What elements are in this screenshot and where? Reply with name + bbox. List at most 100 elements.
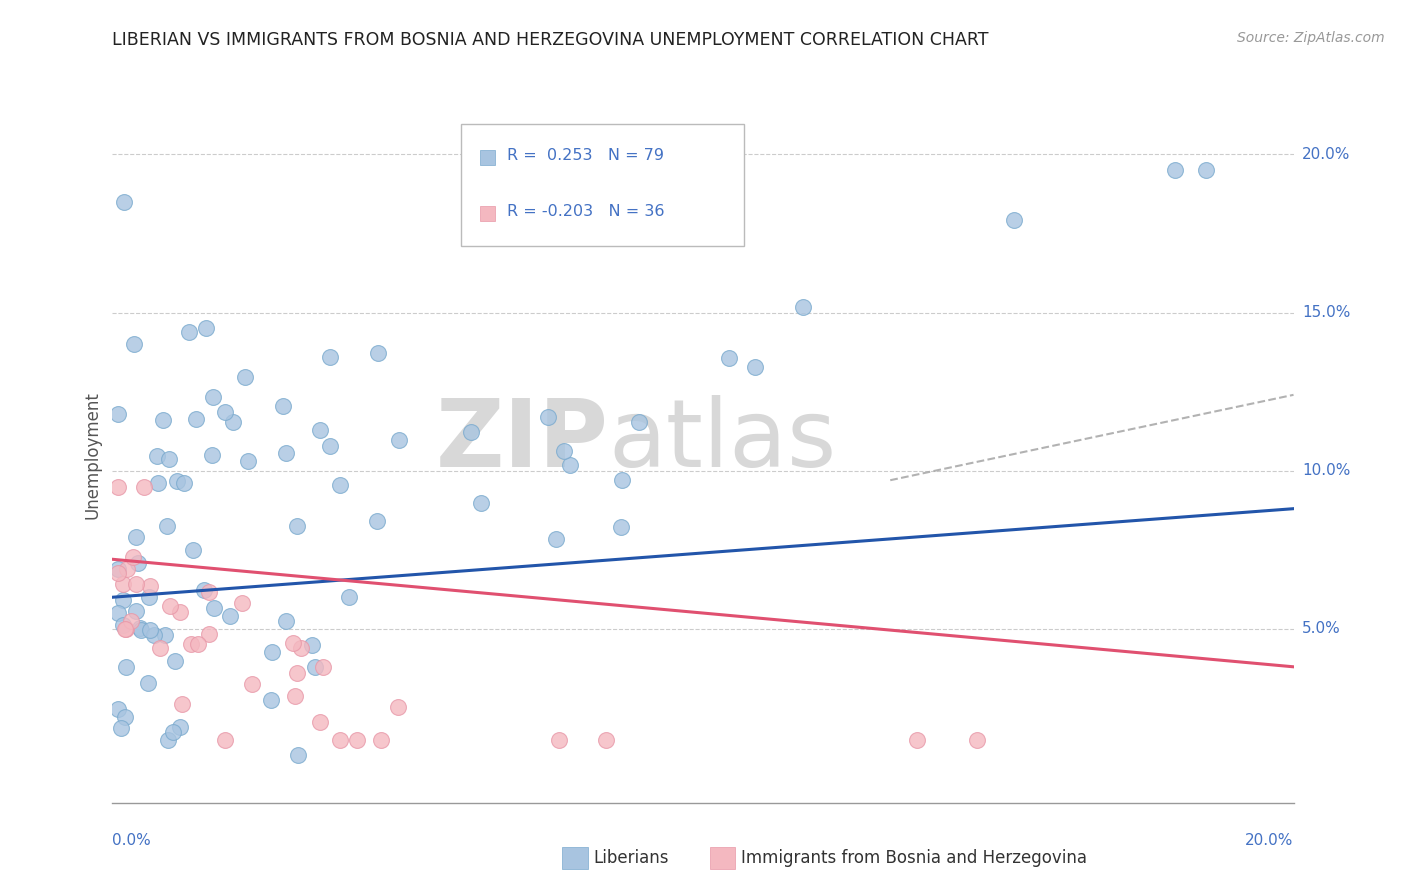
Point [595,732,617,747]
Point [169,605,191,619]
Point [143,628,166,642]
Point [259,692,281,706]
Point [172,697,194,711]
Point [214,405,236,419]
Point [202,390,225,404]
Point [107,566,129,580]
Point [1164,163,1187,178]
Point [166,474,188,488]
Text: 20.0%: 20.0% [1246,833,1294,848]
Point [173,475,195,490]
Point [107,561,129,575]
Point [165,654,187,668]
Point [115,562,138,576]
Point [544,532,567,546]
Point [565,213,588,227]
Point [149,641,172,656]
Point [231,596,253,610]
Point [470,496,492,510]
Point [121,550,143,565]
Point [388,434,411,448]
Point [274,614,297,628]
Point [309,423,332,437]
Point [159,599,181,614]
Point [695,223,717,237]
Point [120,614,142,628]
Point [107,407,129,421]
Point [312,660,335,674]
Point [110,721,132,735]
Point [627,415,650,429]
Point [329,477,352,491]
Point [744,359,766,374]
Point [558,458,581,473]
Point [180,637,202,651]
FancyBboxPatch shape [461,124,744,246]
Point [287,748,309,763]
Point [111,618,134,632]
Point [156,733,179,747]
Point [610,473,633,487]
Point [125,577,148,591]
Point [233,370,256,384]
Point [367,346,389,360]
Point [129,623,152,637]
Point [905,732,928,747]
Point [181,543,204,558]
Point [262,645,284,659]
Text: LIBERIAN VS IMMIGRANTS FROM BOSNIA AND HERZEGOVINA UNEMPLOYMENT CORRELATION CHAR: LIBERIAN VS IMMIGRANTS FROM BOSNIA AND H… [112,31,988,49]
Point [553,444,575,458]
Point [319,439,342,453]
Point [290,641,312,656]
Point [387,700,409,714]
Point [115,622,138,636]
Point [107,479,129,493]
Point [238,453,260,467]
Point [132,479,155,493]
Point [107,702,129,716]
Point [337,590,360,604]
Point [145,449,167,463]
Point [156,519,179,533]
Point [162,725,184,739]
Bar [479,150,495,166]
Point [124,530,146,544]
Text: 20.0%: 20.0% [1302,147,1350,162]
Point [179,325,201,339]
Point [155,628,177,642]
Point [193,583,215,598]
Point [1194,163,1216,178]
Point [197,627,219,641]
Point [308,714,330,729]
Point [127,556,149,570]
Point [198,585,221,599]
Point [271,399,294,413]
Point [138,590,160,604]
Text: Source: ZipAtlas.com: Source: ZipAtlas.com [1237,31,1385,45]
Point [281,635,304,649]
Point [460,425,482,439]
Text: 0.0%: 0.0% [112,833,152,848]
Point [547,732,569,747]
Text: R = -0.203   N = 36: R = -0.203 N = 36 [508,204,665,219]
Point [139,623,162,637]
Point [148,475,170,490]
Text: 10.0%: 10.0% [1302,463,1350,478]
Point [114,710,136,724]
Point [129,621,152,635]
Point [370,732,392,747]
Point [218,609,240,624]
Point [222,415,245,429]
Point [157,452,180,467]
Point [112,194,135,209]
Point [111,593,134,607]
Point [285,665,308,680]
Point [194,321,217,335]
Text: ZIP: ZIP [436,395,609,487]
Point [329,732,352,747]
Point [304,659,326,673]
Text: Liberians: Liberians [593,849,669,867]
Point [240,677,263,691]
Point [301,638,323,652]
Point [966,732,988,747]
